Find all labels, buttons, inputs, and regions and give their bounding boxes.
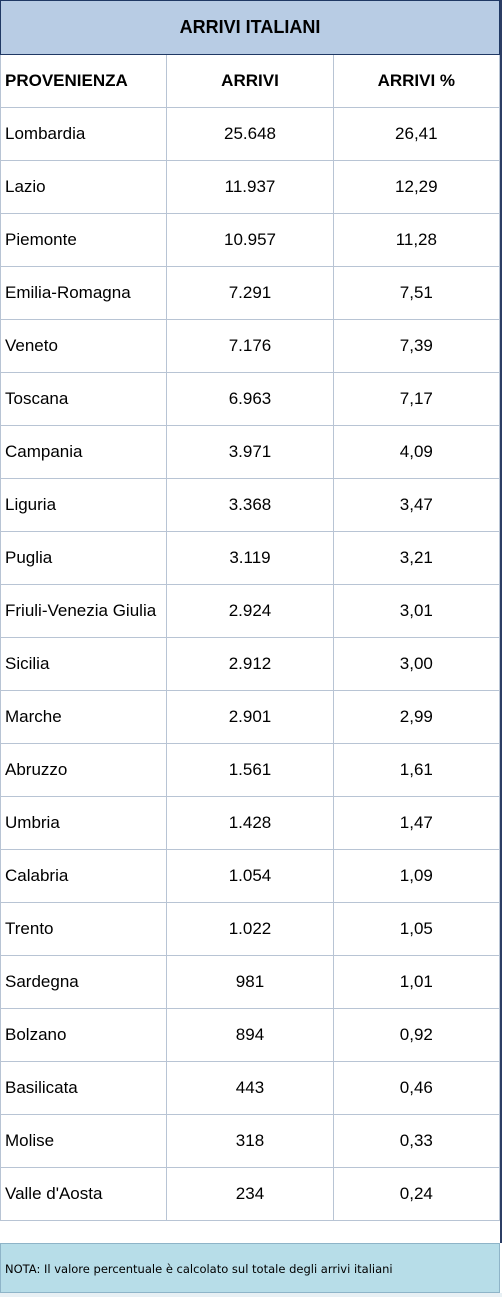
cell-provenienza: Sardegna (0, 955, 168, 1009)
cell-arrivi-percent: 1,47 (332, 796, 501, 850)
cell-arrivi: 6.963 (166, 372, 334, 426)
table-row: Sicilia 2.912 3,00 (0, 637, 501, 691)
cell-provenienza: Umbria (0, 796, 168, 850)
cell-arrivi: 981 (166, 955, 334, 1009)
cell-arrivi: 1.054 (166, 849, 334, 903)
cell-arrivi-percent: 3,01 (332, 584, 501, 638)
header-row: PROVENIENZA ARRIVI ARRIVI % (0, 54, 501, 108)
cell-arrivi-percent: 0,24 (332, 1167, 501, 1221)
table-row: Friuli-Venezia Giulia 2.924 3,01 (0, 584, 501, 638)
cell-provenienza: Basilicata (0, 1061, 168, 1115)
cell-provenienza: Liguria (0, 478, 168, 532)
table-row: Trento 1.022 1,05 (0, 902, 501, 956)
cell-arrivi-percent: 12,29 (332, 160, 501, 214)
cell-arrivi-percent: 3,00 (332, 637, 501, 691)
cell-arrivi: 3.368 (166, 478, 334, 532)
cell-arrivi: 3.119 (166, 531, 334, 585)
cell-arrivi-percent: 11,28 (332, 213, 501, 267)
cell-arrivi: 894 (166, 1008, 334, 1062)
table-row: Piemonte 10.957 11,28 (0, 213, 501, 267)
cell-arrivi: 2.912 (166, 637, 334, 691)
cell-arrivi-percent: 0,46 (332, 1061, 501, 1115)
cell-arrivi-percent: 1,05 (332, 902, 501, 956)
arrivals-table-sheet: ARRIVI ITALIANI PROVENIENZA ARRIVI ARRIV… (0, 0, 501, 1221)
table-row: Lazio 11.937 12,29 (0, 160, 501, 214)
cell-arrivi-percent: 3,21 (332, 531, 501, 585)
arrivals-table: ARRIVI ITALIANI PROVENIENZA ARRIVI ARRIV… (0, 0, 501, 1221)
cell-provenienza: Puglia (0, 531, 168, 585)
table-right-edge (500, 0, 502, 1243)
table-row: Liguria 3.368 3,47 (0, 478, 501, 532)
cell-arrivi: 1.561 (166, 743, 334, 797)
cell-provenienza: Toscana (0, 372, 168, 426)
cell-provenienza: Lombardia (0, 107, 168, 161)
cell-arrivi: 7.176 (166, 319, 334, 373)
cell-arrivi-percent: 7,39 (332, 319, 501, 373)
cell-arrivi-percent: 1,61 (332, 743, 501, 797)
cell-provenienza: Valle d'Aosta (0, 1167, 168, 1221)
cell-arrivi: 10.957 (166, 213, 334, 267)
table-row: Basilicata 443 0,46 (0, 1061, 501, 1115)
cell-arrivi-percent: 1,09 (332, 849, 501, 903)
cell-arrivi: 2.924 (166, 584, 334, 638)
cell-arrivi: 234 (166, 1167, 334, 1221)
header-arrivi-percent: ARRIVI % (332, 54, 501, 108)
table-row: Molise 318 0,33 (0, 1114, 501, 1168)
cell-provenienza: Emilia-Romagna (0, 266, 168, 320)
cell-provenienza: Calabria (0, 849, 168, 903)
table-row: Toscana 6.963 7,17 (0, 372, 501, 426)
footnote: NOTA: Il valore percentuale è calcolato … (0, 1243, 500, 1293)
cell-arrivi-percent: 26,41 (332, 107, 501, 161)
cell-provenienza: Campania (0, 425, 168, 479)
table-title: ARRIVI ITALIANI (0, 0, 500, 55)
table-row: Lombardia 25.648 26,41 (0, 107, 501, 161)
table-row: Emilia-Romagna 7.291 7,51 (0, 266, 501, 320)
cell-provenienza: Abruzzo (0, 743, 168, 797)
cell-arrivi-percent: 7,51 (332, 266, 501, 320)
cell-provenienza: Friuli-Venezia Giulia (0, 584, 168, 638)
table-row: Campania 3.971 4,09 (0, 425, 501, 479)
header-provenienza: PROVENIENZA (0, 54, 168, 108)
table-row: Bolzano 894 0,92 (0, 1008, 501, 1062)
cell-arrivi: 2.901 (166, 690, 334, 744)
cell-arrivi-percent: 4,09 (332, 425, 501, 479)
cell-provenienza: Piemonte (0, 213, 168, 267)
cell-provenienza: Trento (0, 902, 168, 956)
title-row: ARRIVI ITALIANI (0, 0, 500, 55)
header-arrivi: ARRIVI (166, 54, 334, 108)
cell-arrivi: 443 (166, 1061, 334, 1115)
cell-arrivi-percent: 7,17 (332, 372, 501, 426)
cell-arrivi-percent: 1,01 (332, 955, 501, 1009)
cell-arrivi: 1.428 (166, 796, 334, 850)
table-row: Calabria 1.054 1,09 (0, 849, 501, 903)
cell-provenienza: Bolzano (0, 1008, 168, 1062)
cell-arrivi: 3.971 (166, 425, 334, 479)
cell-arrivi: 318 (166, 1114, 334, 1168)
cell-arrivi-percent: 0,33 (332, 1114, 501, 1168)
table-row: Sardegna 981 1,01 (0, 955, 501, 1009)
cell-arrivi: 11.937 (166, 160, 334, 214)
table-row: Umbria 1.428 1,47 (0, 796, 501, 850)
cell-provenienza: Veneto (0, 319, 168, 373)
table-row: Valle d'Aosta 234 0,24 (0, 1167, 501, 1221)
cell-arrivi-percent: 0,92 (332, 1008, 501, 1062)
cell-provenienza: Lazio (0, 160, 168, 214)
table-row: Puglia 3.119 3,21 (0, 531, 501, 585)
cell-arrivi: 7.291 (166, 266, 334, 320)
table-row: Veneto 7.176 7,39 (0, 319, 501, 373)
table-row: Marche 2.901 2,99 (0, 690, 501, 744)
table-row: Abruzzo 1.561 1,61 (0, 743, 501, 797)
bottom-edge (0, 1293, 502, 1297)
cell-provenienza: Sicilia (0, 637, 168, 691)
cell-arrivi: 25.648 (166, 107, 334, 161)
cell-arrivi-percent: 2,99 (332, 690, 501, 744)
cell-arrivi-percent: 3,47 (332, 478, 501, 532)
cell-arrivi: 1.022 (166, 902, 334, 956)
cell-provenienza: Molise (0, 1114, 168, 1168)
cell-provenienza: Marche (0, 690, 168, 744)
